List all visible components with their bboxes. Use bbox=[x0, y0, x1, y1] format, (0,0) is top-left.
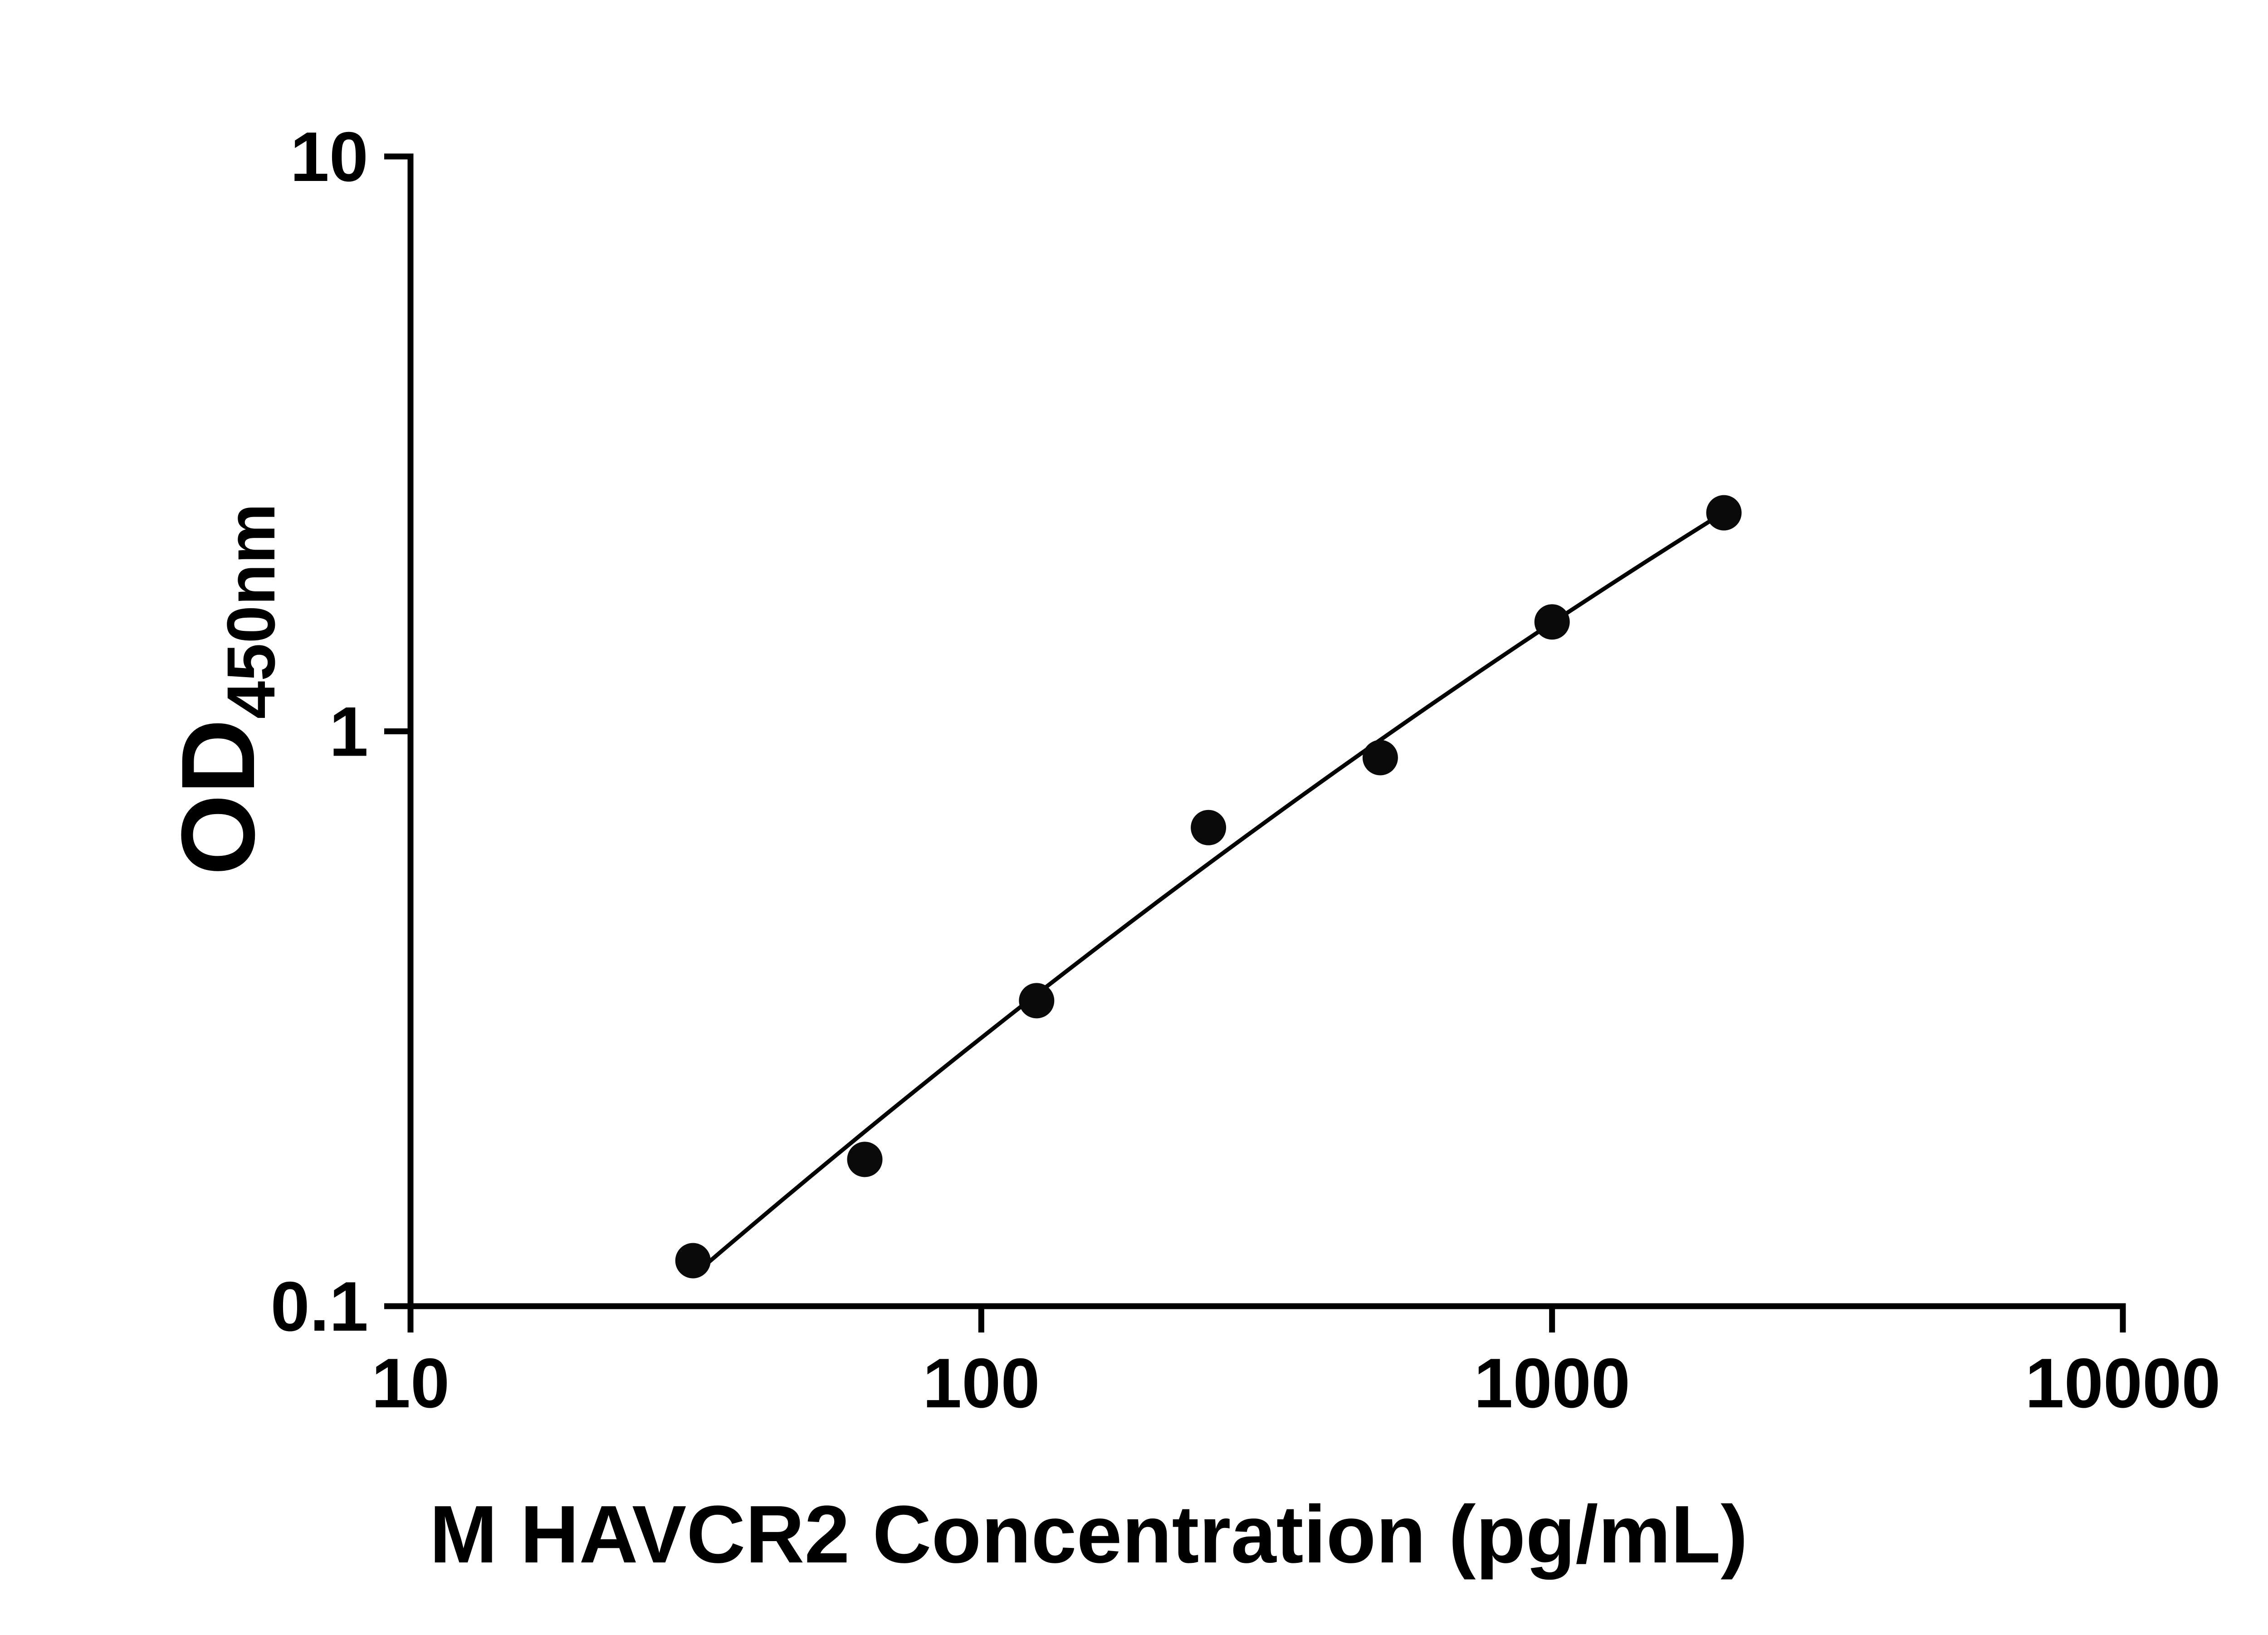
y-tick-label: 0.1 bbox=[271, 1267, 368, 1346]
x-axis-title: M HAVCR2 Concentration (pg/mL) bbox=[430, 1489, 1748, 1580]
x-tick-label: 10000 bbox=[2025, 1344, 2220, 1422]
x-tick-label: 100 bbox=[923, 1344, 1040, 1422]
tick-labels: 10 100 1000 10000 0.1 1 10 bbox=[271, 117, 2221, 1422]
data-point bbox=[1191, 810, 1227, 845]
data-point bbox=[1534, 604, 1570, 640]
x-tick-label: 10 bbox=[371, 1344, 450, 1422]
data-point bbox=[847, 1142, 883, 1177]
data-point bbox=[1706, 495, 1742, 531]
y-tick-label: 1 bbox=[329, 693, 368, 771]
y-axis-title: OD450nm bbox=[160, 503, 289, 875]
y-axis-title-sub: 450nm bbox=[213, 503, 289, 719]
data-point bbox=[1019, 983, 1055, 1019]
axis-spines bbox=[407, 153, 2126, 1309]
tick-marks bbox=[384, 153, 2126, 1332]
data-point bbox=[675, 1243, 711, 1279]
y-tick-label: 10 bbox=[290, 117, 368, 196]
x-tick-label: 1000 bbox=[1474, 1344, 1630, 1422]
data-point bbox=[1362, 740, 1398, 776]
data-series bbox=[675, 495, 1742, 1279]
y-axis-title-main: OD bbox=[160, 719, 276, 875]
axes bbox=[407, 153, 2126, 1309]
